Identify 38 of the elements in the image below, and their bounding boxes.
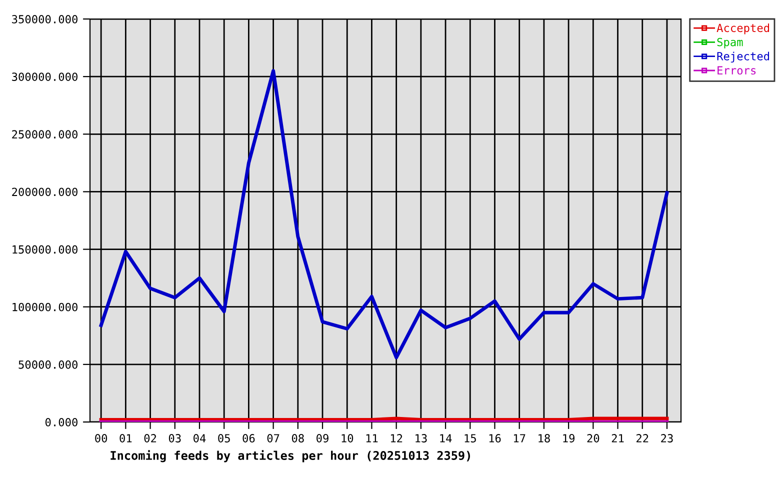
y-tick-label: 150000.000	[12, 245, 78, 254]
x-tick-label: 22	[636, 434, 648, 442]
legend-label: Rejected	[717, 52, 770, 63]
y-tick-label: 50000.000	[18, 360, 78, 369]
x-tick-label: 07	[267, 434, 280, 442]
y-tick-label: 100000.000	[12, 302, 78, 312]
x-tick-label: 03	[168, 434, 181, 442]
legend-label: Errors	[718, 66, 756, 75]
x-tick-label: 09	[316, 434, 328, 442]
x-tick-label: 05	[218, 434, 230, 442]
x-tick-label: 11	[366, 434, 378, 442]
y-tick-label: 0.000	[45, 418, 78, 426]
x-tick-label: 21	[612, 434, 624, 442]
x-tick-label: 13	[416, 434, 427, 442]
x-tick-label: 01	[120, 434, 132, 442]
y-tick-label: 250000.000	[12, 130, 78, 139]
x-tick-label: 12	[390, 434, 402, 442]
legend-label: Accepted	[716, 24, 770, 34]
x-tick-label: 08	[292, 434, 304, 442]
x-tick-label: 23	[661, 434, 673, 442]
legend-label: Spam	[717, 38, 743, 48]
y-tick-label: 200000.000	[12, 188, 78, 196]
x-tick-label: 16	[489, 434, 501, 442]
x-tick-label: 17	[514, 434, 526, 442]
line-series	[99, 69, 669, 360]
x-tick-label: 15	[464, 434, 476, 442]
x-axis-title: Incoming feeds by articles per hour (20251013 2359)	[110, 450, 470, 462]
x-tick-label: 04	[194, 434, 206, 442]
x-tick-label: 19	[563, 434, 574, 442]
x-tick-label: 10	[342, 434, 354, 442]
y-tick-label: 350000.000	[12, 15, 78, 24]
y-tick-label: 300000.000	[12, 72, 78, 81]
x-tick-label: 06	[242, 434, 255, 442]
x-tick-label: 18	[538, 434, 550, 442]
x-tick-label: 14	[440, 434, 452, 442]
x-tick-label: 20	[587, 434, 600, 442]
x-tick-label: 00	[95, 434, 108, 442]
x-tick-label: 02	[144, 434, 156, 442]
